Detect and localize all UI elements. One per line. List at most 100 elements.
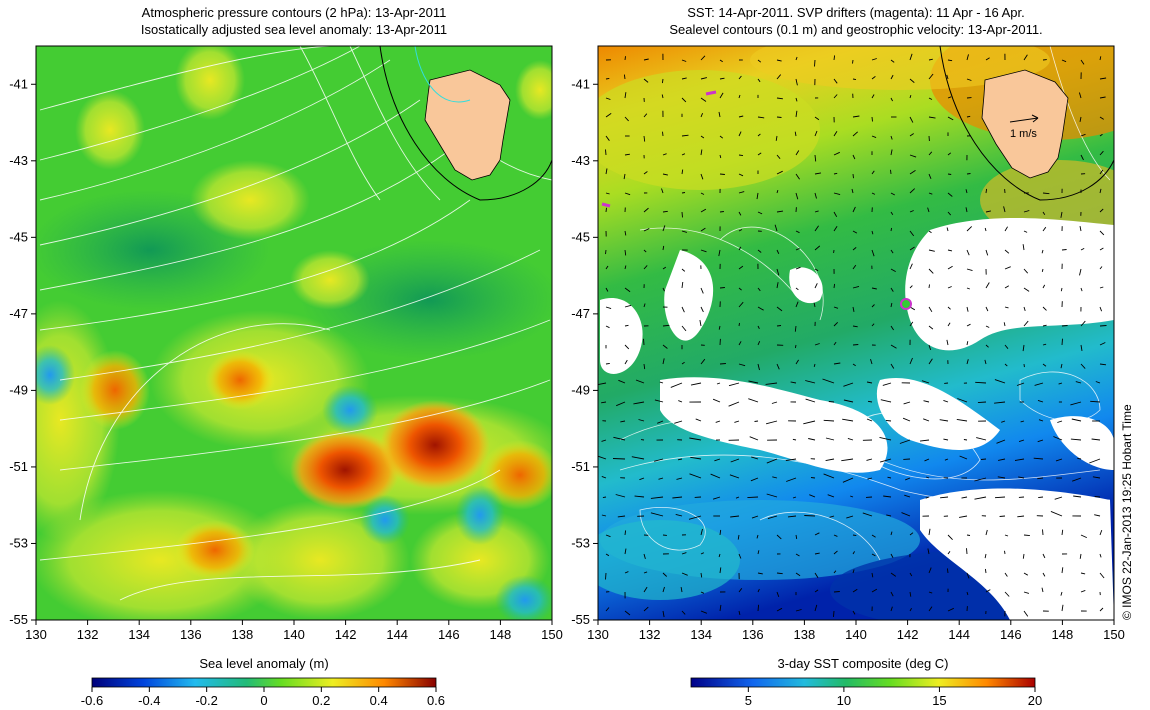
velocity-arrow (813, 302, 816, 308)
velocity-arrow (871, 588, 878, 593)
velocity-arrow (1004, 344, 1009, 349)
svp-drifter-track (705, 90, 717, 96)
velocity-arrow (1004, 306, 1009, 309)
velocity-arrow (871, 287, 877, 290)
velocity-arrow (1042, 363, 1047, 367)
velocity-arrow (810, 477, 816, 479)
velocity-arrow (738, 191, 745, 194)
velocity-arrow (928, 306, 933, 313)
velocity-arrow (1018, 476, 1025, 479)
velocity-arrow (985, 57, 990, 61)
velocity-arrow (1061, 338, 1063, 346)
cloud-mask (600, 218, 1114, 620)
velocity-arrow (661, 94, 664, 99)
velocity-arrow (1070, 401, 1082, 406)
velocity-arrow (1004, 249, 1010, 254)
velocity-arrow (650, 512, 664, 517)
velocity-arrow (643, 586, 648, 593)
velocity-arrow (776, 282, 779, 289)
sst-detail (598, 46, 1114, 620)
lat-tick-label: -49 (9, 382, 28, 397)
velocity-arrow (738, 322, 740, 327)
velocity-arrow (624, 249, 627, 256)
velocity-arrow (612, 458, 626, 460)
velocity-arrow (734, 420, 740, 423)
velocity-arrow (681, 134, 689, 137)
velocity-arrow (1061, 529, 1064, 536)
velocity-arrow (776, 268, 780, 276)
velocity-arrow (1080, 287, 1083, 292)
velocity-arrow (1020, 420, 1025, 423)
velocity-arrow (700, 552, 704, 555)
velocity-arrow (1099, 553, 1102, 558)
velocity-arrow (681, 552, 687, 555)
velocity-arrow (1089, 458, 1101, 464)
velocity-arrow (1091, 438, 1101, 441)
velocity-arrow (901, 512, 911, 517)
lat-tick-label: -51 (571, 459, 590, 474)
velocity-arrow (985, 210, 991, 213)
velocity-arrow (719, 567, 722, 574)
velocity-arrow (662, 210, 668, 213)
velocity-arrow (601, 401, 607, 404)
velocity-arrow (1003, 206, 1006, 213)
velocity-arrow (833, 94, 838, 99)
velocity-arrow (980, 458, 987, 460)
velocity-arrow (794, 131, 797, 137)
velocity-arrow (871, 116, 873, 122)
velocity-arrow (852, 610, 856, 615)
velocity-arrow (909, 53, 913, 61)
velocity-arrow (688, 515, 702, 520)
colorbar-tick-label: -0.2 (195, 693, 217, 708)
velocity-arrow (624, 610, 631, 616)
velocity-arrow (833, 55, 836, 61)
velocity-arrow (947, 116, 954, 121)
velocity-arrow (681, 230, 688, 233)
velocity-arrow (813, 363, 816, 368)
velocity-arrow (643, 265, 648, 270)
velocity-arrow (719, 211, 724, 213)
velocity-arrow (718, 325, 721, 330)
velocity-arrow (738, 115, 744, 118)
velocity-arrow (1058, 382, 1063, 385)
velocity-arrow (776, 154, 781, 159)
velocity-arrow (833, 550, 838, 555)
velocity-arrow (624, 548, 627, 555)
velocity-arrow (719, 529, 722, 536)
velocity-arrow (613, 436, 626, 441)
velocity-arrow (909, 263, 913, 270)
velocity-arrow (882, 382, 892, 386)
velocity-arrow (605, 306, 612, 310)
velocity-arrow (947, 152, 952, 156)
velocity-arrow (909, 321, 914, 327)
velocity-arrow (871, 135, 877, 139)
sla-anomaly-field (36, 46, 552, 620)
velocity-arrow (852, 344, 859, 346)
velocity-arrow (795, 173, 800, 180)
velocity-arrow (712, 398, 721, 403)
lon-tick-label: 146 (438, 627, 460, 642)
velocity-arrow (909, 116, 914, 123)
velocity-arrow (985, 344, 989, 348)
velocity-arrow (909, 188, 916, 194)
velocity-arrow (757, 325, 760, 330)
left-title-line1: Atmospheric pressure contours (2 hPa): 1… (141, 5, 447, 20)
velocity-arrow (909, 607, 912, 612)
velocity-arrow (947, 59, 953, 62)
velocity-arrow (871, 94, 875, 99)
velocity-arrow (662, 586, 665, 593)
velocity-arrow (957, 398, 968, 403)
velocity-arrow (700, 135, 705, 139)
velocity-arrow (943, 399, 949, 403)
velocity-arrow (909, 357, 913, 365)
velocity-arrow (1057, 420, 1063, 423)
velocity-arrow (643, 135, 646, 142)
velocity-arrow (1099, 286, 1104, 289)
velocity-arrow (928, 58, 933, 61)
lon-tick-label: 148 (1052, 627, 1074, 642)
velocity-arrow (795, 110, 798, 118)
velocity-arrow (943, 438, 949, 441)
velocity-arrow (909, 210, 914, 213)
velocity-arrow (890, 553, 894, 558)
velocity-arrow (1004, 363, 1008, 367)
